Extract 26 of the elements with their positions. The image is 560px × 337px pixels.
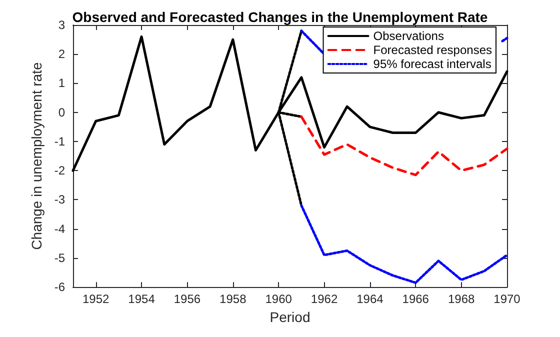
y-tick-label: -3 bbox=[54, 192, 66, 207]
x-tick-label: 1970 bbox=[494, 292, 521, 306]
y-tick-label: -4 bbox=[54, 222, 66, 236]
y-tick-label: -5 bbox=[54, 250, 66, 265]
legend-label: 95% forecast intervals bbox=[373, 57, 492, 71]
chart-title: Observed and Forecasted Changes in the Unemployment Rate bbox=[72, 9, 488, 25]
x-tick-label: 1966 bbox=[402, 292, 430, 306]
x-tick-label: 1958 bbox=[220, 292, 247, 306]
y-tick-label: 0 bbox=[58, 105, 66, 120]
legend-label: Observations bbox=[373, 29, 444, 43]
y-tick-label: -2 bbox=[54, 164, 66, 178]
x-tick-label: 1962 bbox=[310, 292, 338, 306]
x-tick-label: 1956 bbox=[174, 292, 201, 306]
x-axis-title: Period bbox=[270, 309, 310, 325]
y-tick-label: -1 bbox=[54, 134, 66, 148]
y-axis-title: Change in unemployment rate bbox=[28, 62, 44, 250]
y-tick-label: -6 bbox=[54, 280, 66, 294]
x-tick-label: 1952 bbox=[82, 292, 110, 306]
x-tick-label: 1960 bbox=[265, 292, 292, 306]
y-tick-label: 3 bbox=[58, 18, 66, 32]
x-tick-label: 1964 bbox=[356, 292, 384, 306]
x-tick-label: 1968 bbox=[448, 292, 475, 306]
legend-label: Forecasted responses bbox=[373, 43, 492, 57]
x-tick-label: 1954 bbox=[128, 292, 156, 306]
y-tick-label: 2 bbox=[58, 47, 66, 62]
y-tick-label: 1 bbox=[58, 76, 66, 90]
